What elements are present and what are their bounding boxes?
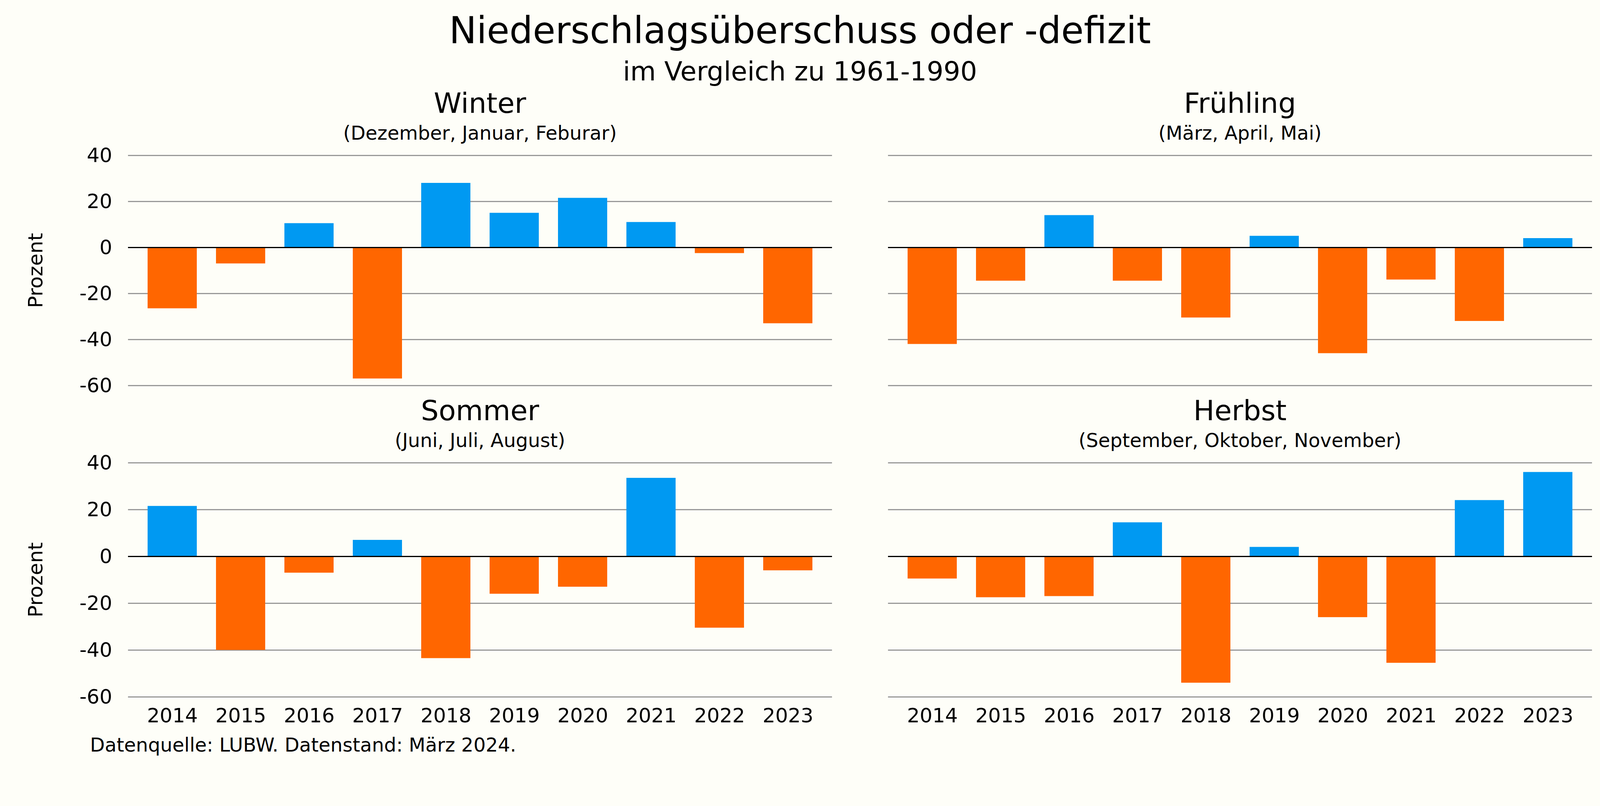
svg-text:2017: 2017 (352, 703, 403, 727)
html-text:Frühling: Frühling (1183, 86, 1297, 120)
svg-text:0: 0 (99, 235, 113, 259)
html-text:Herbst: Herbst (1193, 394, 1287, 427)
html-text:im Vergleich zu 1961-1990: im Vergleich zu 1961-1990 (622, 56, 978, 87)
svg-text:2023: 2023 (762, 703, 814, 727)
svg-text:20: 20 (86, 189, 113, 213)
svg-text:2016: 2016 (1043, 703, 1095, 727)
svg-text:2023: 2023 (1522, 703, 1574, 727)
svg-text:2022: 2022 (694, 703, 745, 727)
svg-text:2018: 2018 (420, 703, 472, 727)
svg-text:20: 20 (86, 497, 113, 521)
html-text:Sommer: Sommer (420, 394, 540, 427)
html-text:Winter: Winter (433, 86, 527, 120)
svg-text:0: 0 (99, 544, 113, 568)
svg-text:2014: 2014 (906, 703, 958, 727)
svg-text:2017: 2017 (1112, 703, 1163, 727)
html-text:(März, April, Mai): (März, April, Mai) (1158, 121, 1322, 144)
svg-text:Prozent: Prozent (24, 232, 48, 308)
svg-text:-20: -20 (79, 591, 113, 615)
svg-text:-20: -20 (79, 281, 113, 305)
svg-text:2015: 2015 (215, 703, 266, 727)
html-text:(Dezember, Januar, Feburar): (Dezember, Januar, Feburar) (343, 121, 617, 144)
svg-text:2019: 2019 (1248, 703, 1300, 727)
svg-text:-40: -40 (79, 327, 113, 351)
svg-text:-40: -40 (79, 638, 113, 662)
svg-text:2015: 2015 (975, 703, 1026, 727)
svg-text:-60: -60 (79, 373, 113, 397)
svg-text:40: 40 (86, 450, 113, 474)
html-text:Datenquelle: LUBW. Datenstand:: Datenquelle: LUBW. Datenstand: März 2024… (90, 733, 517, 756)
svg-text:2020: 2020 (1317, 703, 1368, 727)
svg-text:2021: 2021 (625, 703, 677, 727)
svg-text:2014: 2014 (146, 703, 198, 727)
svg-text:2022: 2022 (1454, 703, 1505, 727)
html-text:Niederschlagsüberschuss oder -: Niederschlagsüberschuss oder -defizit (449, 9, 1151, 52)
svg-text:2019: 2019 (488, 703, 540, 727)
svg-text:2016: 2016 (283, 703, 335, 727)
html-text:(September, Oktober, November): (September, Oktober, November) (1078, 428, 1402, 452)
svg-text:Prozent: Prozent (24, 542, 48, 618)
svg-text:40: 40 (86, 143, 113, 167)
html-text:(Juni, Juli, August): (Juni, Juli, August) (394, 428, 566, 452)
svg-text:-60: -60 (79, 684, 113, 708)
svg-text:2020: 2020 (557, 703, 608, 727)
svg-text:2021: 2021 (1385, 703, 1437, 727)
svg-text:2018: 2018 (1180, 703, 1232, 727)
